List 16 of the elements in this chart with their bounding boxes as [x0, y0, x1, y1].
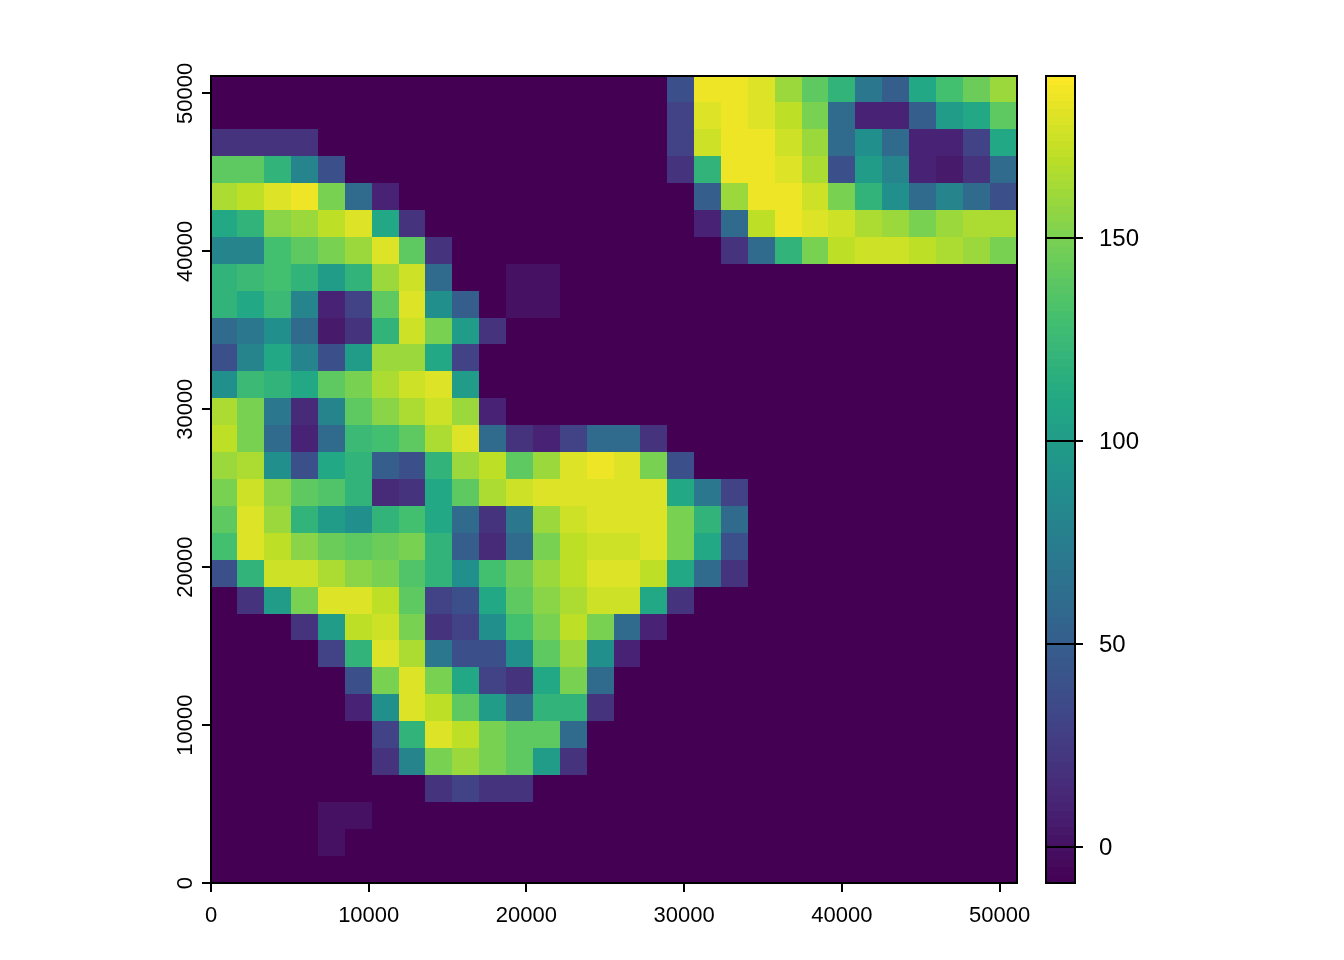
y-tick-label: 20000	[172, 536, 198, 598]
x-tick-label: 10000	[338, 902, 400, 928]
y-tick-label: 40000	[172, 220, 198, 282]
color-bar-label: 100	[1099, 426, 1140, 454]
x-tick-label: 40000	[811, 902, 873, 928]
y-tick-label: 10000	[172, 694, 198, 756]
y-tick-label: 0	[172, 876, 198, 890]
x-tick-label: 30000	[653, 902, 715, 928]
x-tick-label: 20000	[495, 902, 558, 928]
y-tick-label: 50000	[172, 62, 198, 124]
x-tick-label: 0	[204, 902, 218, 928]
color-bar-label: 150	[1099, 223, 1140, 251]
y-tick-label: 30000	[172, 378, 198, 440]
color-bar-label: 0	[1099, 832, 1113, 860]
color-bar-label: 50	[1099, 629, 1126, 657]
x-tick-label: 50000	[969, 902, 1031, 928]
